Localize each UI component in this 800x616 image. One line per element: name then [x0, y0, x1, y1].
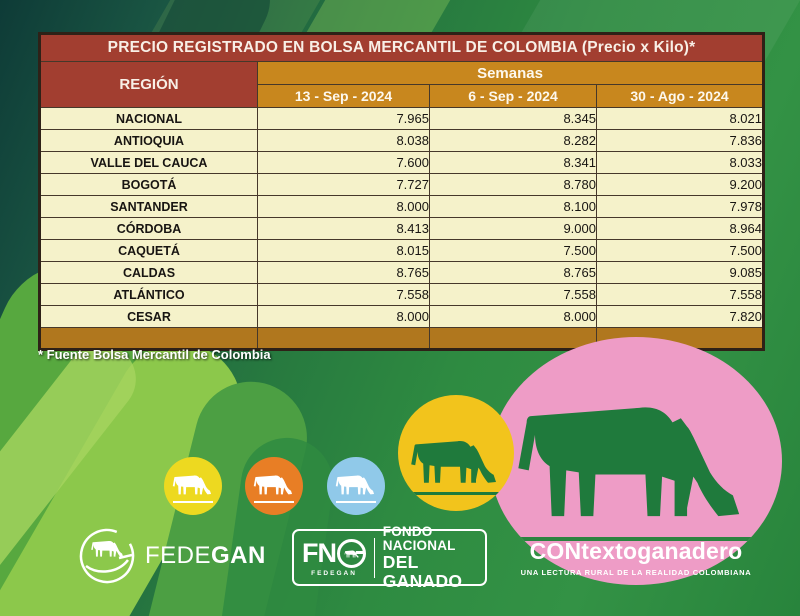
table-row: ANTIOQUIA 8.038 8.282 7.836: [39, 129, 765, 152]
table-row: CÓRDOBA 8.413 9.000 8.964: [39, 217, 765, 240]
table-row: CESAR 8.000 8.000 7.820: [39, 305, 765, 328]
price-cell: 8.345: [429, 107, 597, 130]
table-group-header-row: REGIÓN Semanas: [39, 61, 765, 108]
ground-line: [490, 537, 782, 541]
orange-cow-badge: [245, 457, 303, 515]
fng-sub-label: FEDEGAN: [311, 570, 357, 577]
contextoganadero-logo: CONtextoganadero UNA LECTURA RURAL DE LA…: [500, 538, 772, 577]
region-column-header: REGIÓN: [39, 61, 258, 108]
table-title-row: PRECIO REGISTRADO EN BOLSA MERCANTIL DE …: [38, 33, 765, 62]
table-row: BOGOTÁ 7.727 8.780 9.200: [39, 173, 765, 196]
table-row: NACIONAL 7.965 8.345 8.021: [39, 107, 765, 130]
ground-line: [173, 501, 213, 503]
price-cell: 8.765: [429, 261, 597, 284]
week-column-header: 30 - Ago - 2024: [595, 84, 765, 108]
contextoganadero-tagline: UNA LECTURA RURAL DE LA REALIDAD COLOMBI…: [520, 568, 752, 577]
price-cell: 9.200: [595, 173, 765, 196]
price-cell: 9.085: [595, 261, 765, 284]
ground-line: [404, 492, 508, 495]
fng-acronym-block: FN FEDEGAN: [302, 538, 366, 577]
footer-cell: [257, 327, 430, 350]
table-title: PRECIO REGISTRADO EN BOLSA MERCANTIL DE …: [38, 33, 765, 62]
footer-cell: [39, 327, 258, 350]
region-cell: VALLE DEL CAUCA: [39, 151, 258, 174]
fedegan-wordmark-bold: GAN: [211, 542, 266, 569]
cow-icon: [344, 549, 360, 559]
region-cell: ANTIOQUIA: [39, 129, 258, 152]
fedegan-wordmark-light: FEDE: [145, 542, 212, 569]
price-cell: 7.978: [595, 195, 765, 218]
grazing-cow-icon: [510, 387, 760, 537]
fng-divider: [374, 537, 375, 578]
fng-acronym: FN: [302, 538, 366, 569]
price-cell: 7.965: [257, 107, 430, 130]
price-cell: 7.558: [429, 283, 597, 306]
fondo-nacional-del-ganado-logo: FN FEDEGAN FONDO NACIONAL DEL GANADO: [292, 524, 487, 590]
table-row: ATLÁNTICO 7.558 7.558 7.558: [39, 283, 765, 306]
price-cell: 8.021: [595, 107, 765, 130]
ground-line: [336, 501, 376, 503]
region-cell: NACIONAL: [39, 107, 258, 130]
price-cell: 8.000: [429, 305, 597, 328]
fng-g-cow-icon: [337, 539, 366, 568]
price-cell: 8.341: [429, 151, 597, 174]
region-cell: ATLÁNTICO: [39, 283, 258, 306]
price-cell: 7.727: [257, 173, 430, 196]
price-cell: 7.558: [257, 283, 430, 306]
price-cell: 8.964: [595, 217, 765, 240]
grazing-cow-icon: [252, 472, 296, 498]
table-row: CAQUETÁ 8.015 7.500 7.500: [39, 239, 765, 262]
price-cell: 7.558: [595, 283, 765, 306]
table-row: VALLE DEL CAUCA 7.600 8.341 8.033: [39, 151, 765, 174]
price-cell: 9.000: [429, 217, 597, 240]
price-table: PRECIO REGISTRADO EN BOLSA MERCANTIL DE …: [38, 32, 766, 351]
price-cell: 8.765: [257, 261, 430, 284]
pink-cow-badge: [490, 337, 782, 585]
fedegan-wordmark: FEDEGAN: [145, 542, 266, 570]
price-cell: 8.000: [257, 195, 430, 218]
fedegan-logo: FEDEGAN: [78, 527, 266, 585]
price-cell: 8.780: [429, 173, 597, 196]
price-cell: 8.038: [257, 129, 430, 152]
price-cell: 7.600: [257, 151, 430, 174]
table-week-header-row: 13 - Sep - 2024 6 - Sep - 2024 30 - Ago …: [40, 84, 765, 108]
contextoganadero-wordmark: CONtextoganadero: [529, 538, 743, 564]
price-cell: 7.820: [595, 305, 765, 328]
table-row: SANTANDER 8.000 8.100 7.978: [39, 195, 765, 218]
price-cell: 8.100: [429, 195, 597, 218]
fng-name-line1: FONDO NACIONAL: [382, 523, 456, 554]
grazing-cow-icon: [334, 472, 378, 498]
week-column-header: 13 - Sep - 2024: [257, 84, 430, 108]
source-note: * Fuente Bolsa Mercantil de Colombia: [38, 347, 271, 362]
region-cell: CALDAS: [39, 261, 258, 284]
fng-letters: FN: [302, 538, 337, 568]
fng-name-line2: DEL GANADO: [382, 552, 463, 591]
region-cell: BOGOTÁ: [39, 173, 258, 196]
gold-cow-badge: [398, 395, 514, 511]
price-cell: 7.500: [595, 239, 765, 262]
price-cell: 7.500: [429, 239, 597, 262]
week-column-header: 6 - Sep - 2024: [429, 84, 597, 108]
table-row: CALDAS 8.765 8.765 9.085: [39, 261, 765, 284]
fedegan-emblem-icon: [79, 528, 135, 584]
region-cell: CESAR: [39, 305, 258, 328]
price-cell: 8.413: [257, 217, 430, 240]
price-cell: 8.033: [595, 151, 765, 174]
fng-name-block: FONDO NACIONAL DEL GANADO: [382, 523, 477, 591]
region-cell: CAQUETÁ: [39, 239, 258, 262]
yellow-cow-badge: [164, 457, 222, 515]
price-cell: 8.282: [429, 129, 597, 152]
footer-cell: [429, 327, 597, 350]
blue-cow-badge: [327, 457, 385, 515]
grazing-cow-icon: [171, 472, 215, 498]
ground-line: [254, 501, 294, 503]
price-cell: 8.000: [257, 305, 430, 328]
weeks-group-header: Semanas: [256, 61, 765, 85]
price-cell: 8.015: [257, 239, 430, 262]
grazing-cow-icon: [408, 433, 504, 491]
region-cell: SANTANDER: [39, 195, 258, 218]
price-cell: 7.836: [595, 129, 765, 152]
region-cell: CÓRDOBA: [39, 217, 258, 240]
